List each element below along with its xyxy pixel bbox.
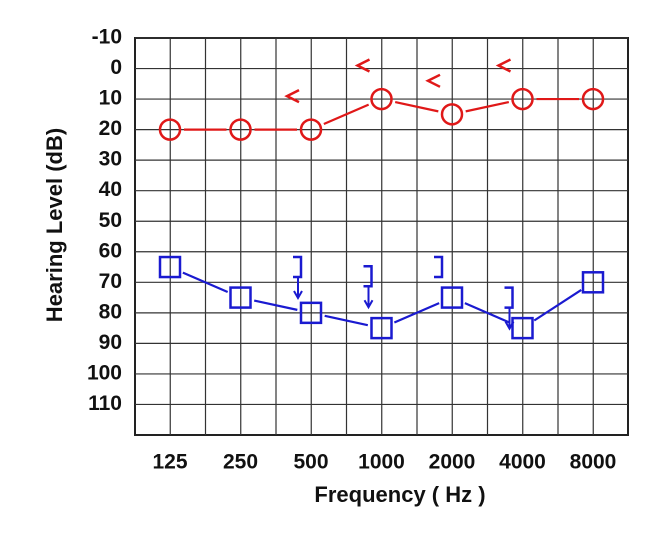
bone-marker: [293, 255, 303, 279]
air-marker: [229, 118, 252, 141]
connector: [394, 100, 439, 113]
air-marker: [229, 286, 252, 309]
connector: [393, 302, 440, 324]
connector: [253, 299, 298, 311]
air-marker: [299, 301, 323, 325]
bone-marker: [434, 255, 444, 279]
y-tick-label: 10: [99, 87, 122, 110]
air-marker: [299, 118, 323, 141]
connector: [465, 100, 510, 113]
connector: [323, 103, 370, 126]
x-tick-label: 125: [152, 451, 187, 474]
bone-marker: [354, 58, 371, 73]
y-tick-label: 20: [99, 117, 122, 140]
y-axis-title: Hearing Level (dB): [42, 128, 67, 322]
x-tick-label: 500: [293, 451, 328, 474]
bone-marker: [495, 58, 512, 73]
connector: [324, 314, 369, 327]
air-marker: [440, 286, 464, 309]
y-tick-label: 60: [99, 239, 122, 262]
no-response-arrow: [504, 307, 515, 331]
air-marker: [511, 87, 534, 111]
air-marker: [158, 255, 182, 279]
x-tick-label: 4000: [499, 451, 546, 474]
x-tick-label: 1000: [358, 451, 405, 474]
no-response-arrow: [363, 286, 374, 310]
y-tick-label: 40: [99, 178, 122, 201]
no-response-arrow: [293, 277, 303, 301]
y-tick-label: 100: [87, 361, 122, 384]
bone-marker: [425, 73, 441, 88]
air-marker: [581, 87, 605, 111]
y-tick-label: 0: [110, 56, 122, 79]
air-marker: [158, 118, 182, 141]
connector: [533, 289, 582, 322]
air-marker: [581, 271, 605, 294]
bone-marker: [284, 88, 300, 104]
y-tick-label: 50: [99, 209, 122, 232]
connector: [182, 271, 229, 294]
bone-marker: [504, 286, 514, 309]
x-tick-label: 8000: [570, 451, 617, 474]
bone-marker: [363, 264, 373, 288]
x-tick-label: 250: [223, 451, 258, 474]
air-marker: [370, 316, 393, 340]
air-marker: [440, 103, 464, 126]
y-tick-label: 90: [99, 331, 122, 354]
y-tick-label: 110: [88, 392, 122, 415]
y-tick-label: -10: [92, 26, 122, 49]
air-marker: [511, 316, 534, 340]
air-marker: [370, 87, 393, 111]
y-tick-label: 80: [99, 300, 122, 323]
y-tick-label: 30: [99, 148, 122, 171]
x-tick-label: 2000: [429, 451, 476, 474]
connector: [464, 302, 511, 324]
y-tick-label: 70: [99, 270, 122, 293]
x-axis-title: Frequency ( Hz ): [314, 482, 485, 507]
